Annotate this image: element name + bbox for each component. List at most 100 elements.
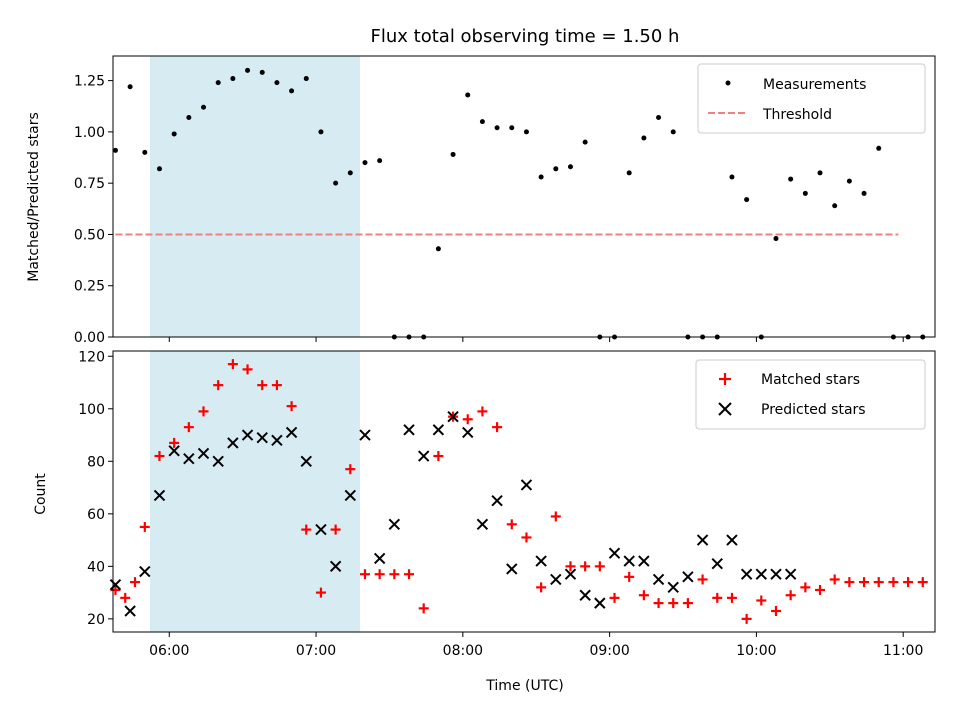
predicted-star-point — [550, 573, 562, 586]
predicted-star-point — [403, 424, 415, 436]
measurement-point — [377, 158, 383, 164]
predicted-star-point — [652, 573, 665, 586]
bottom-xtick-label: 06:00 — [149, 643, 189, 659]
predicted-star-point — [197, 447, 210, 460]
matched-star-point — [433, 451, 444, 462]
measurement-point — [450, 151, 456, 157]
predicted-star-point — [344, 489, 357, 502]
measurement-point — [274, 80, 280, 86]
measurement-point — [670, 129, 676, 135]
top-ytick-label: 0.25 — [74, 279, 105, 295]
predicted-star-point — [432, 424, 445, 436]
measurement-point — [641, 135, 647, 141]
matched-star-point — [477, 406, 488, 417]
matched-star-point — [242, 364, 253, 375]
top-panel: 0.00 0.25 0.50 0.75 1.00 1.25 Matched/Predict… — [26, 55, 936, 346]
top-shaded-span — [150, 56, 360, 337]
predicted-star-point — [623, 555, 635, 567]
matched-star-point — [873, 577, 884, 588]
legend-matched-marker — [719, 373, 731, 385]
bottom-ytick-label: 20 — [87, 612, 105, 628]
bottom-shaded-span — [150, 351, 360, 632]
bottom-xtick-label: 07:00 — [296, 643, 336, 659]
predicted-star-point — [256, 431, 268, 444]
matched-star-point — [770, 605, 781, 616]
matched-star-point — [120, 592, 131, 603]
matched-star-point — [227, 359, 238, 370]
matched-star-point — [668, 598, 679, 609]
matched-star-point — [271, 380, 282, 391]
measurement-point — [523, 129, 529, 135]
measurement-point — [479, 119, 485, 125]
top-yticks: 0.00 0.25 0.50 0.75 1.00 1.25 — [74, 74, 113, 346]
predicted-star-point — [373, 552, 386, 565]
top-axes-frame — [112, 55, 936, 338]
bottom-yticks: 20 40 60 80 100 120 — [78, 349, 113, 628]
matched-star-point — [594, 561, 605, 572]
matched-star-point — [389, 569, 400, 580]
measurement-point — [303, 76, 309, 82]
predicted-star-point — [594, 597, 606, 609]
predicted-star-point — [740, 568, 753, 580]
matched-star-point — [418, 603, 429, 614]
measurement-point — [112, 147, 118, 153]
predicted-star-point — [770, 568, 782, 580]
predicted-star-point — [696, 534, 709, 546]
predicted-star-point — [271, 434, 283, 446]
top-ytick-label: 0.00 — [74, 330, 105, 346]
matched-star-point — [844, 577, 855, 588]
matched-star-point — [609, 592, 620, 603]
measurement-point — [435, 246, 441, 252]
matched-star-point — [741, 613, 752, 624]
measurement-point — [509, 125, 515, 131]
predicted-star-point — [315, 523, 327, 536]
matched-star-point — [169, 437, 180, 448]
top-ylabel: Matched/Predicted stars — [26, 112, 42, 282]
measurement-point — [186, 115, 192, 121]
predicted-star-point — [506, 563, 518, 575]
measurement-point — [876, 145, 882, 151]
top-legend: Measurements Threshold — [697, 63, 926, 134]
measurement-point — [626, 170, 632, 176]
top-ytick-label: 1.25 — [74, 74, 105, 90]
measurement-point — [567, 164, 573, 170]
measurement-point — [171, 131, 177, 137]
bottom-axes-frame — [112, 350, 936, 633]
matched-star-point — [550, 511, 561, 522]
matched-star-point — [330, 524, 341, 535]
matched-star-point — [697, 574, 708, 585]
measurement-point — [347, 170, 353, 176]
matched-star-point — [580, 561, 591, 572]
measurement-point — [362, 160, 368, 166]
top-marks — [112, 67, 926, 340]
predicted-star-point — [359, 429, 371, 441]
measurement-point — [729, 174, 735, 180]
measurement-point — [744, 197, 750, 203]
predicted-star-point — [227, 437, 239, 449]
bottom-ytick-label: 100 — [78, 402, 105, 418]
predicted-star-point — [579, 589, 591, 601]
matched-star-point — [712, 592, 723, 603]
legend-predicted-marker — [718, 402, 732, 416]
predicted-star-point — [109, 579, 122, 591]
predicted-star-point — [139, 565, 151, 578]
bottom-xtick-label: 09:00 — [589, 643, 629, 659]
measurement-point — [230, 76, 236, 82]
measurement-point — [802, 190, 808, 196]
predicted-star-point — [285, 426, 298, 439]
bottom-legend-box — [695, 359, 926, 430]
measurement-point — [582, 139, 588, 145]
predicted-star-point — [638, 555, 650, 567]
matched-star-point — [726, 592, 737, 603]
measurement-point — [318, 129, 324, 135]
matched-star-point — [859, 577, 870, 588]
matched-star-point — [521, 532, 532, 543]
measurement-point — [494, 125, 500, 131]
bottom-legend: Matched stars Predicted stars — [695, 359, 926, 430]
predicted-star-point — [329, 560, 342, 573]
bottom-xtick-label: 10:00 — [736, 643, 776, 659]
bottom-ytick-label: 120 — [78, 349, 105, 365]
predicted-star-point — [124, 605, 136, 617]
matched-star-point — [110, 584, 121, 595]
legend-threshold-label: Threshold — [762, 107, 832, 123]
